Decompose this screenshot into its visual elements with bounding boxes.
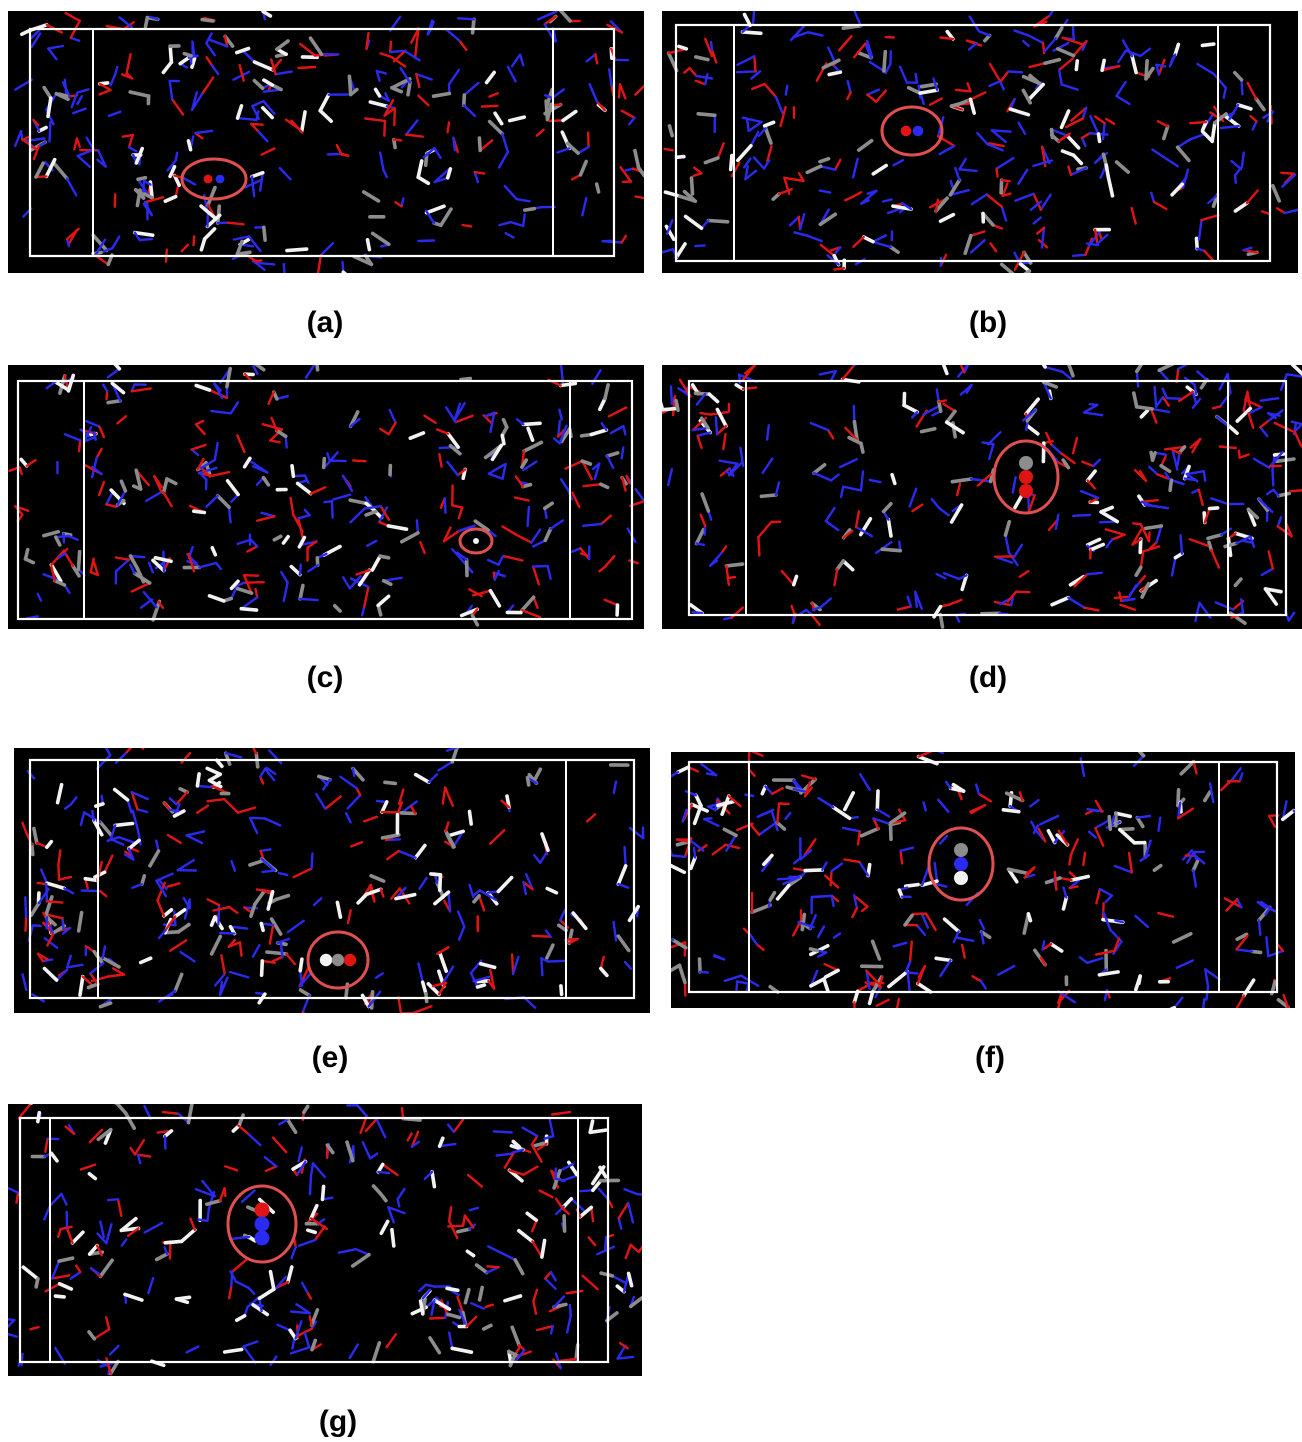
- highlight-circle: [458, 527, 494, 555]
- nitrogen-atom: [254, 1216, 270, 1232]
- simulation-cell-box: [674, 23, 1272, 263]
- hydrogen-atom: [473, 538, 479, 544]
- molecule-sticks: [21, 748, 645, 1013]
- panel-b-caption: (b): [968, 306, 1008, 339]
- panel-a-simulation-snapshot: [8, 11, 644, 273]
- nitrogen-atom: [215, 174, 225, 184]
- panel-e-caption: (e): [311, 1041, 349, 1074]
- highlight-circle: [306, 930, 370, 990]
- highlighted-molecule: [900, 125, 924, 137]
- oxygen-atom: [1019, 484, 1033, 498]
- highlight-circle: [992, 439, 1060, 515]
- oxygen-atom: [900, 125, 912, 137]
- panel-g-simulation-snapshot: [8, 1104, 642, 1376]
- panel-f-simulation-snapshot: [671, 752, 1295, 1008]
- molecular-structure-render: [8, 365, 644, 627]
- carbon-atom: [331, 953, 345, 967]
- highlight-circle: [180, 157, 248, 201]
- carbon-atom: [954, 843, 968, 857]
- nitrogen-atom: [254, 1230, 270, 1246]
- molecular-structure-render: [662, 11, 1298, 273]
- highlighted-molecule: [954, 843, 968, 885]
- simulation-cell-box: [16, 379, 634, 621]
- oxygen-atom: [343, 953, 357, 967]
- molecular-structure-render: [662, 365, 1302, 629]
- molecule-sticks: [662, 365, 1302, 629]
- highlighted-molecule: [473, 538, 479, 544]
- oxygen-atom: [254, 1202, 270, 1218]
- carbon-atom: [1019, 456, 1033, 470]
- panel-e-simulation-snapshot: [14, 748, 650, 1013]
- highlight-circle: [927, 826, 995, 902]
- simulation-cell-box: [687, 379, 1288, 617]
- hydrogen-atom: [319, 953, 333, 967]
- molecule-sticks: [13, 11, 644, 273]
- simulation-cell-box: [687, 760, 1279, 994]
- molecule-sticks: [8, 1104, 642, 1376]
- molecular-structure-render: [8, 1104, 642, 1376]
- molecule-sticks: [671, 752, 1295, 1008]
- highlighted-molecule: [319, 953, 357, 967]
- panel-c-simulation-snapshot: [8, 365, 644, 629]
- panel-d-simulation-snapshot: [662, 365, 1302, 629]
- panel-f-caption: (f): [975, 1041, 1005, 1074]
- panel-a-caption: (a): [306, 306, 344, 339]
- hydrogen-atom: [954, 871, 968, 885]
- molecule-sticks: [8, 365, 644, 627]
- highlight-circle: [226, 1184, 298, 1264]
- nitrogen-atom: [954, 857, 968, 871]
- nitrogen-atom: [912, 125, 924, 137]
- molecular-structure-render: [13, 11, 644, 273]
- panel-c-caption: (c): [306, 661, 344, 694]
- panel-d-caption: (d): [968, 661, 1008, 694]
- panel-g-caption: (g): [318, 1405, 358, 1438]
- panel-b-simulation-snapshot: [662, 11, 1298, 273]
- highlighted-molecule: [254, 1202, 270, 1246]
- simulation-cell-box: [18, 1116, 610, 1364]
- oxygen-atom: [1019, 470, 1033, 484]
- simulation-cell-box: [28, 758, 636, 1000]
- molecule-sticks: [662, 11, 1298, 273]
- highlighted-molecule: [203, 174, 225, 184]
- simulation-cell-box: [28, 27, 616, 258]
- highlighted-molecule: [1019, 456, 1033, 498]
- molecular-structure-render: [671, 752, 1295, 1008]
- molecular-structure-render: [21, 748, 645, 1013]
- highlight-circle: [880, 105, 944, 157]
- oxygen-atom: [203, 174, 213, 184]
